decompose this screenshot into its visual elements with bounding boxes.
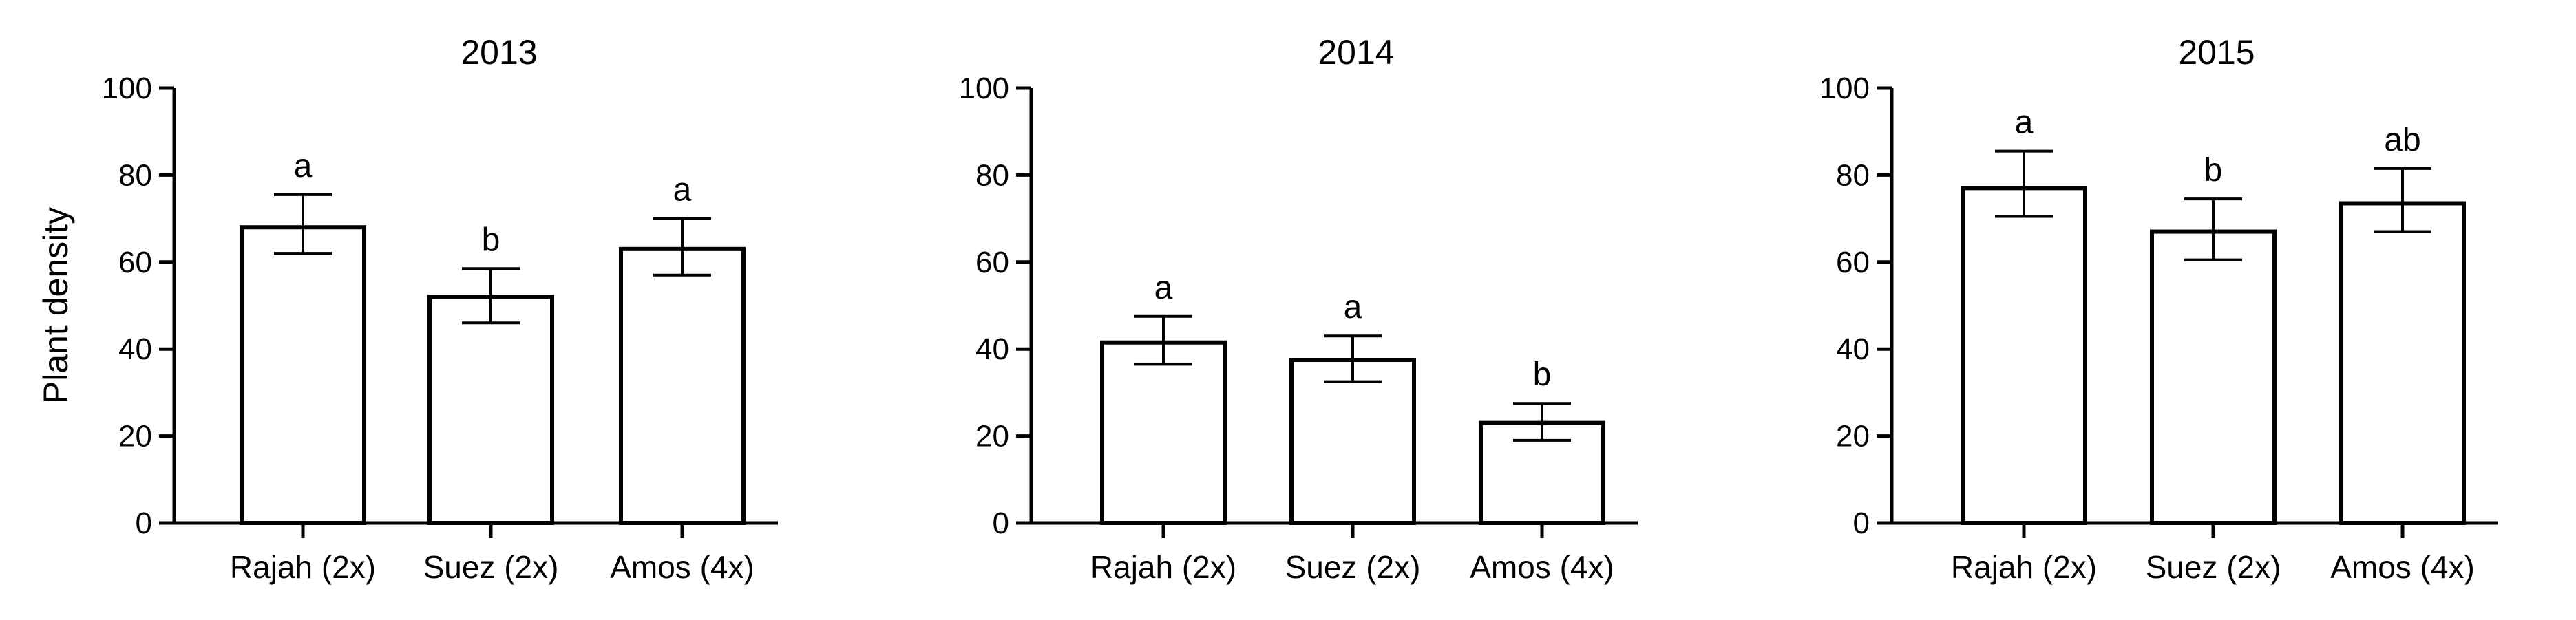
y-tick-label: 0 <box>1853 506 1870 540</box>
y-tick-label: 60 <box>1836 246 1870 279</box>
bar <box>619 246 746 525</box>
y-tick-label: 0 <box>136 506 152 540</box>
bar <box>240 225 366 525</box>
significance-label: a <box>673 172 692 209</box>
y-tick-label: 40 <box>1836 332 1870 366</box>
significance-label: b <box>1533 356 1552 393</box>
y-tick-label: 60 <box>118 246 152 279</box>
y-tick-label: 20 <box>975 420 1009 453</box>
y-tick-label: 40 <box>975 332 1009 366</box>
bar <box>2150 229 2277 525</box>
significance-label: a <box>1154 270 1173 306</box>
y-tick-label: 20 <box>1836 420 1870 453</box>
bar <box>1100 340 1227 525</box>
y-tick-label: 80 <box>118 158 152 192</box>
chart-panel-2014: 2014 0 20 40 60 80 100 Rajah (2x) a Suez (2x) a Amo… <box>959 33 1638 585</box>
significance-label: a <box>294 148 313 184</box>
chart-title: 2014 <box>1318 33 1394 72</box>
chart-title: 2013 <box>461 33 537 72</box>
x-tick-label: Suez (2x) <box>2146 549 2281 585</box>
y-tick-label: 40 <box>118 332 152 366</box>
significance-label: ab <box>2384 122 2420 158</box>
x-tick-label: Rajah (2x) <box>230 549 376 585</box>
bar <box>1961 186 2087 525</box>
x-tick-label: Rajah (2x) <box>1951 549 2097 585</box>
chart-panel-2015: 2015 0 20 40 60 80 100 Rajah (2x) a Suez (2x) b Amo… <box>1819 33 2498 585</box>
y-tick-label: 60 <box>975 246 1009 279</box>
bar <box>1289 358 1416 525</box>
y-tick-label: 80 <box>1836 158 1870 192</box>
x-tick-label: Rajah (2x) <box>1090 549 1236 585</box>
x-tick-label: Amos (4x) <box>1470 549 1614 585</box>
x-tick-label: Amos (4x) <box>2330 549 2475 585</box>
significance-label: b <box>482 222 500 258</box>
y-tick-label: 0 <box>993 506 1009 540</box>
y-axis-label: Plant density <box>36 207 75 404</box>
significance-label: b <box>2204 152 2223 189</box>
chart-title: 2015 <box>2178 33 2255 72</box>
chart-panel-2013: 2013 Plant density 0 20 40 60 80 100 Rajah (2x) a… <box>36 33 778 585</box>
bar <box>2339 201 2466 525</box>
x-tick-label: Amos (4x) <box>610 549 754 585</box>
significance-label: a <box>2015 105 2034 141</box>
y-tick-label: 100 <box>959 72 1009 105</box>
y-tick-label: 100 <box>102 72 152 105</box>
x-tick-label: Suez (2x) <box>1285 549 1421 585</box>
y-tick-label: 20 <box>118 420 152 453</box>
x-tick-label: Suez (2x) <box>423 549 559 585</box>
bar <box>427 295 554 525</box>
y-tick-label: 100 <box>1819 72 1870 105</box>
y-tick-label: 80 <box>975 158 1009 192</box>
significance-label: a <box>1344 289 1362 325</box>
